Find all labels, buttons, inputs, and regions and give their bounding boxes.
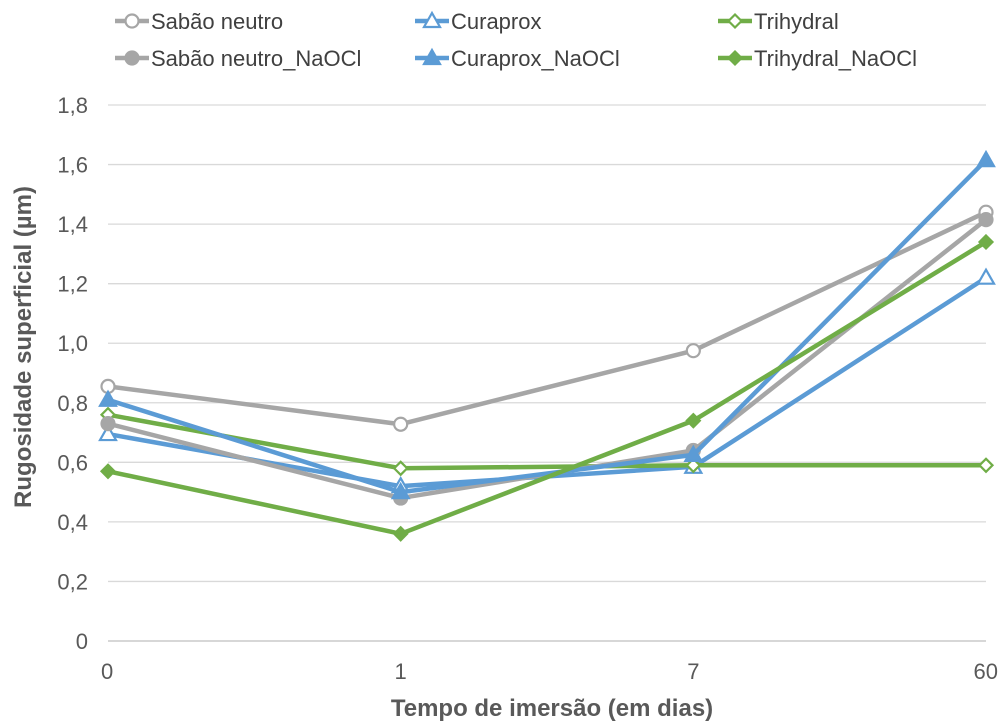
x-tick-label: 0 <box>101 659 113 684</box>
y-axis-title: Rugosidade superficial (µm) <box>10 186 37 508</box>
legend-marker <box>726 49 744 67</box>
legend-marker <box>726 12 744 30</box>
legend-item: Sabão neutro_NaOCl <box>115 46 361 71</box>
legend-marker <box>422 47 442 66</box>
data-point <box>976 149 996 168</box>
data-point <box>98 389 118 407</box>
data-point <box>98 423 118 442</box>
data-point <box>393 416 409 432</box>
legend-item: Curaprox <box>415 9 541 34</box>
y-tick-label: 0,6 <box>57 450 88 475</box>
series-layer <box>98 149 996 542</box>
series-5 <box>99 233 995 542</box>
data-point <box>392 460 409 477</box>
data-point <box>683 444 704 462</box>
data-point <box>685 343 701 359</box>
y-tick-label: 1,4 <box>57 212 88 237</box>
legend-marker <box>422 10 442 29</box>
x-tick-label: 1 <box>395 659 407 684</box>
data-point <box>100 416 116 432</box>
legend-marker <box>124 13 140 29</box>
y-tick-label: 1,8 <box>57 93 88 118</box>
x-tick-label: 7 <box>687 659 699 684</box>
y-tick-label: 0,4 <box>57 510 88 535</box>
data-point <box>685 457 702 474</box>
data-point <box>392 525 409 542</box>
legend-marker <box>124 50 140 66</box>
x-tick-label: 60 <box>974 659 998 684</box>
series-line <box>105 217 989 501</box>
data-point <box>976 267 996 285</box>
series-line <box>105 412 989 471</box>
series-line <box>105 239 989 537</box>
y-tick-label: 0 <box>76 629 88 654</box>
y-tick-label: 0,2 <box>57 569 88 594</box>
data-point <box>978 212 994 228</box>
legend: Sabão neutro Curaprox Trihydral Sabão neutr… <box>115 9 917 71</box>
series-4 <box>98 149 996 500</box>
legend-label: Curaprox_NaOCl <box>451 46 620 71</box>
y-tick-label: 1,2 <box>57 272 88 297</box>
y-tick-label: 1,6 <box>57 153 88 178</box>
legend-item: Trihydral <box>718 9 839 34</box>
y-tick-label: 1,0 <box>57 331 88 356</box>
data-point <box>977 457 995 474</box>
y-axis-ticks: 0 0,2 0,4 0,6 0,8 1,0 1,2 1,4 1,6 1,8 <box>57 93 88 654</box>
legend-label: Sabão neutro <box>151 9 283 34</box>
data-point <box>977 233 995 251</box>
series-line <box>105 157 989 495</box>
x-axis-ticks: 0 1 7 60 <box>101 659 998 684</box>
legend-item: Trihydral_NaOCl <box>718 46 917 71</box>
legend-label: Sabão neutro_NaOCl <box>151 46 361 71</box>
legend-label: Trihydral_NaOCl <box>754 46 917 71</box>
gridlines <box>108 104 986 642</box>
series-2 <box>99 406 995 477</box>
series-1 <box>98 267 996 494</box>
legend-item: Sabão neutro <box>115 9 283 34</box>
data-point <box>685 412 702 429</box>
x-axis-title: Tempo de imersão (em dias) <box>391 695 713 722</box>
legend-label: Trihydral <box>754 9 839 34</box>
data-point <box>99 463 117 480</box>
legend-label: Curaprox <box>451 9 541 34</box>
y-tick-label: 0,8 <box>57 391 88 416</box>
legend-item: Curaprox_NaOCl <box>415 46 620 71</box>
data-point <box>390 481 411 500</box>
series-line <box>105 209 989 427</box>
